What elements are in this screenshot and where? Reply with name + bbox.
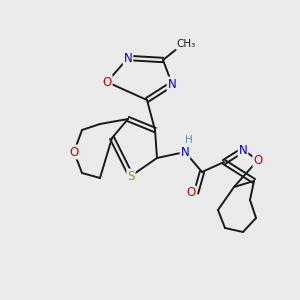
Text: O: O (254, 154, 262, 166)
Text: N: N (181, 146, 189, 158)
Text: O: O (69, 146, 79, 158)
Text: O: O (102, 76, 112, 88)
Text: N: N (168, 77, 176, 91)
Text: O: O (186, 187, 196, 200)
Text: S: S (127, 169, 135, 182)
Text: N: N (238, 143, 247, 157)
Text: H: H (185, 135, 193, 145)
Text: N: N (124, 52, 132, 64)
Text: CH₃: CH₃ (176, 39, 196, 49)
